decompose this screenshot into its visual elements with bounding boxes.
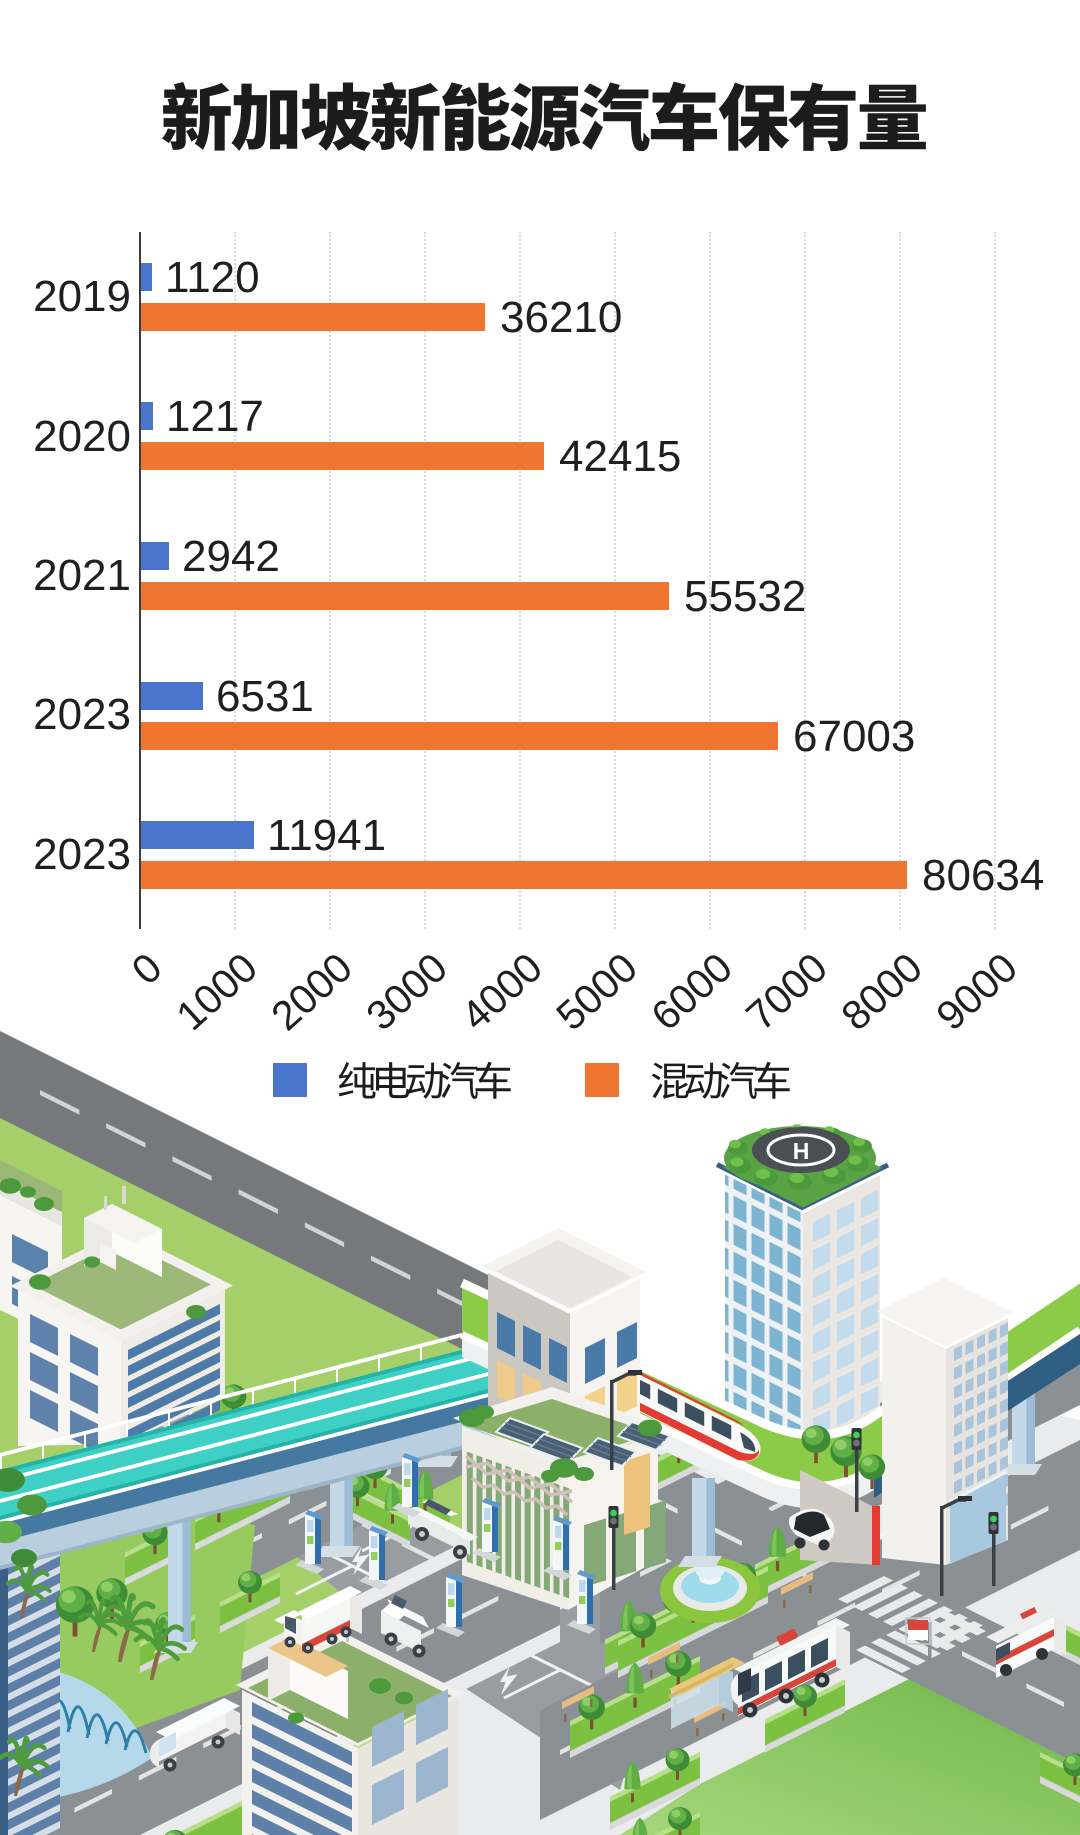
svg-text:H: H — [793, 1138, 810, 1164]
